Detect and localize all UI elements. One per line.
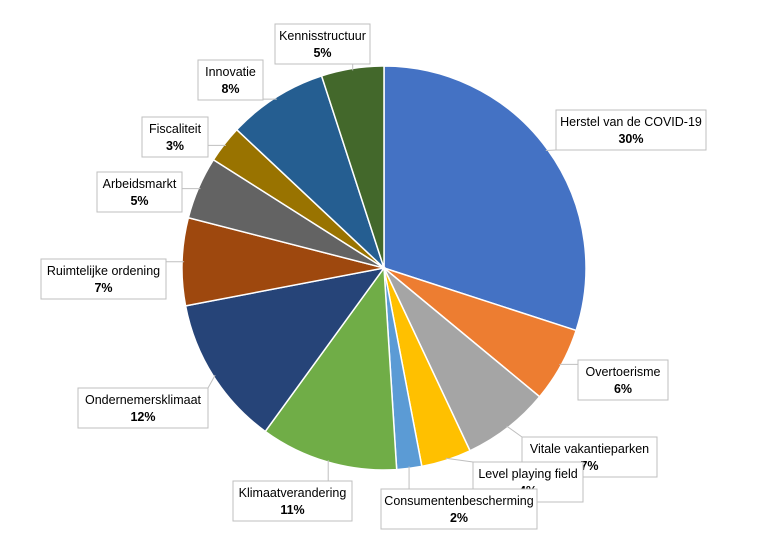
callout-herstel-van-de-covid-19: Herstel van de COVID-19 30% [555, 109, 707, 151]
slice-label: Consumentenbescherming [384, 494, 533, 508]
callout-box [141, 116, 209, 158]
callout-ruimtelijke-ordening: Ruimtelijke ordening 7% [40, 258, 167, 300]
callout-box [380, 488, 538, 530]
callout-box [197, 59, 264, 101]
slice-percentage: 3% [166, 139, 184, 153]
slice-label: Innovatie [205, 65, 256, 79]
slice-label: Klimaatverandering [239, 486, 347, 500]
callout-overtoerisme: Overtoerisme 6% [577, 359, 669, 401]
slice-percentage: 30% [618, 132, 643, 146]
callout-klimaatverandering: Klimaatverandering 11% [232, 480, 353, 522]
slice-percentage: 7% [580, 459, 598, 473]
callout-kennisstructuur: Kennisstructuur 5% [274, 23, 371, 65]
pie-slice-herstel-van-de-covid-19 [383, 65, 587, 332]
slice-percentage: 5% [130, 194, 148, 208]
callout-ondernemersklimaat: Ondernemersklimaat 12% [77, 387, 209, 429]
labels-layer: Herstel van de COVID-19 30% Overtoerisme 6%… [40, 23, 707, 530]
slice-percentage: 12% [130, 410, 155, 424]
slices-layer [181, 65, 587, 471]
slice-percentage: 8% [221, 82, 239, 96]
slice-label: Ondernemersklimaat [85, 393, 202, 407]
slice-label: Fiscaliteit [149, 122, 202, 136]
slice-label: Ruimtelijke ordening [47, 264, 160, 278]
slice-percentage: 6% [614, 382, 632, 396]
slice-percentage: 5% [313, 46, 331, 60]
slice-percentage: 2% [450, 511, 468, 525]
pie-slice-ondernemersklimaat [184, 266, 386, 433]
pie-slice-klimaatverandering [264, 265, 398, 471]
slice-label: Vitale vakantieparken [530, 442, 649, 456]
callout-arbeidsmarkt: Arbeidsmarkt 5% [96, 171, 183, 213]
callout-box [232, 480, 353, 522]
slice-label: Level playing field [478, 467, 577, 481]
slice-percentage: 11% [280, 503, 304, 517]
callout-fiscaliteit: Fiscaliteit 3% [141, 116, 209, 158]
slice-label: Herstel van de COVID-19 [560, 115, 702, 129]
callout-box [40, 258, 167, 300]
slice-label: Arbeidsmarkt [103, 177, 177, 191]
slice-label: Kennisstructuur [279, 29, 366, 43]
slice-percentage: 7% [94, 281, 112, 295]
leader-line-vitale-vakantieparken [506, 425, 523, 438]
callout-box [555, 109, 707, 151]
callout-box [77, 387, 209, 429]
callout-box [96, 171, 183, 213]
leaders-layer [166, 64, 578, 489]
callout-consumentenbescherming: Consumentenbescherming 2% [380, 488, 538, 530]
leader-line-level-playing-field [445, 457, 474, 463]
callout-innovatie: Innovatie 8% [197, 59, 264, 101]
slice-label: Overtoerisme [585, 365, 660, 379]
callout-box [577, 359, 669, 401]
leader-line-ondernemersklimaat [207, 374, 216, 389]
callout-box [274, 23, 371, 65]
pie-slice-innovatie [235, 74, 385, 269]
